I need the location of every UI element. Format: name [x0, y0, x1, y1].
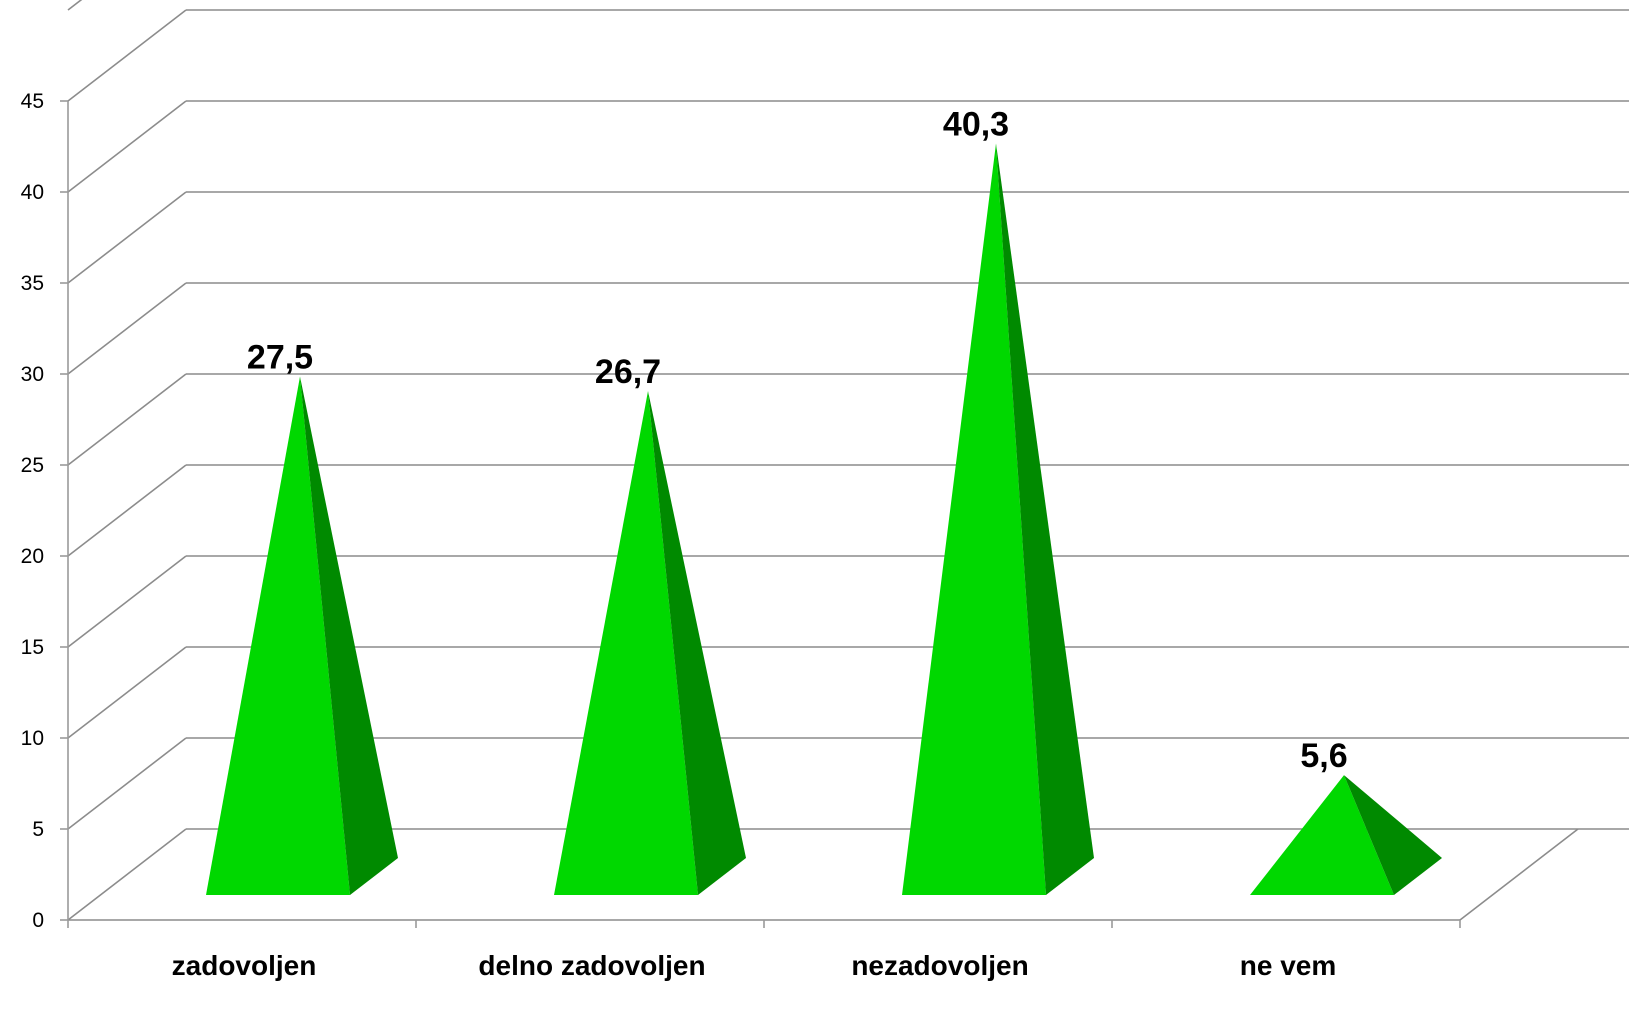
- side-wall-gridline: [67, 0, 83, 11]
- pyramid-side-face: [648, 391, 746, 895]
- x-category-label: nezadovoljen: [851, 950, 1028, 981]
- y-tick-label: 45: [21, 90, 44, 113]
- y-tick-label: 35: [21, 272, 44, 295]
- floor-right-edge: [1459, 828, 1579, 921]
- side-wall-gridline: [67, 555, 187, 648]
- pyramid-front-face: [554, 391, 698, 895]
- y-tick-label: 5: [32, 818, 44, 841]
- pyramid-side-face: [1344, 775, 1442, 895]
- data-label: 27,5: [247, 339, 313, 377]
- side-wall-gridline: [67, 828, 187, 921]
- y-tick-label: 25: [21, 454, 44, 477]
- pyramid-bar: [206, 376, 398, 895]
- side-wall-gridline: [67, 191, 187, 284]
- side-wall-gridline: [67, 100, 187, 193]
- bars-layer: [206, 143, 1442, 896]
- pyramid-bar: [902, 143, 1094, 896]
- data-label: 40,3: [943, 106, 1009, 144]
- side-wall-gridline: [67, 464, 187, 557]
- y-tick-label: 40: [21, 181, 44, 204]
- data-label: 26,7: [595, 353, 661, 391]
- y-tick-label: 15: [21, 636, 44, 659]
- labels-layer: 27,5 zadovoljen 26,7 delno zadovoljen 40,3 ne…: [172, 106, 1348, 981]
- pyramid-bar: [554, 391, 746, 895]
- x-category-label: delno zadovoljen: [478, 950, 705, 981]
- y-tick-label: 10: [21, 727, 44, 750]
- data-label: 5,6: [1300, 737, 1347, 775]
- side-wall-gridline: [67, 282, 187, 375]
- side-wall-gridline: [67, 737, 187, 830]
- side-wall-gridline: [67, 646, 187, 739]
- side-wall-gridline: [67, 9, 187, 102]
- pyramid-front-face: [206, 376, 350, 895]
- axis-layer: 0 5 10 15 20 25 30 35 40 45: [21, 90, 1461, 932]
- x-category-label: ne vem: [1240, 950, 1337, 981]
- y-tick-label: 20: [21, 545, 44, 568]
- y-tick-label: 0: [32, 909, 44, 932]
- y-tick-label: 30: [21, 363, 44, 386]
- pyramid-bar: [1250, 775, 1442, 895]
- grid-layer: [67, 0, 1629, 921]
- pyramid-front-face: [902, 143, 1046, 896]
- pyramid-front-face: [1250, 775, 1394, 895]
- pyramid-side-face: [300, 376, 398, 895]
- pyramid-side-face: [996, 143, 1094, 896]
- side-wall-gridline: [67, 373, 187, 466]
- x-category-label: zadovoljen: [172, 950, 317, 981]
